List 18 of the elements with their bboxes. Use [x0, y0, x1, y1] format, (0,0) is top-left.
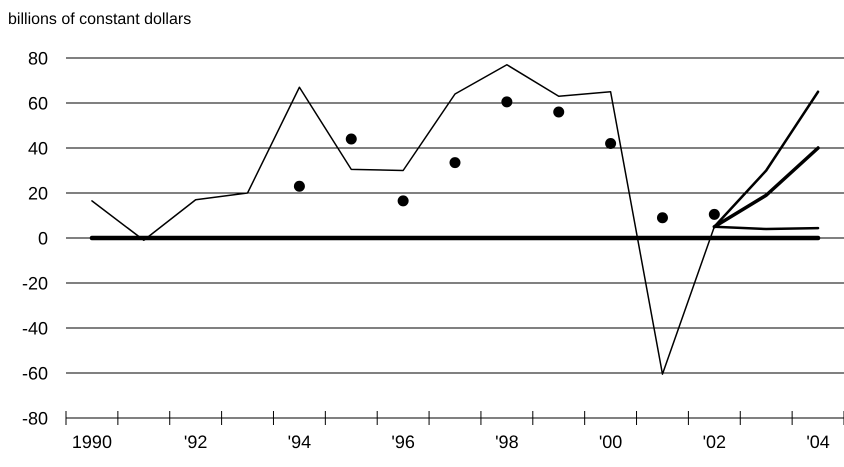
y-tick-label: -60	[22, 363, 48, 384]
x-tick-label: '02	[702, 432, 726, 452]
y-tick-label: 40	[28, 138, 48, 158]
x-tick-label: '00	[598, 432, 622, 452]
y-axis-title: billions of constant dollars	[8, 11, 192, 28]
y-tick-label: 20	[28, 183, 48, 204]
x-tick-label: '04	[806, 432, 830, 452]
x-tick-label: '96	[391, 432, 415, 452]
x-tick-label: '94	[288, 432, 312, 452]
x-tick-label: 1990	[72, 432, 112, 452]
y-tick-label: 80	[28, 48, 48, 68]
y-tick-label: -40	[22, 318, 48, 338]
x-tick-label: '92	[184, 432, 208, 452]
x-tick-label: '98	[495, 432, 519, 452]
y-tick-label: -80	[22, 408, 48, 428]
y-tick-label: 60	[28, 93, 48, 114]
y-tick-label: 0	[38, 228, 48, 248]
y-tick-label: -20	[22, 273, 48, 294]
